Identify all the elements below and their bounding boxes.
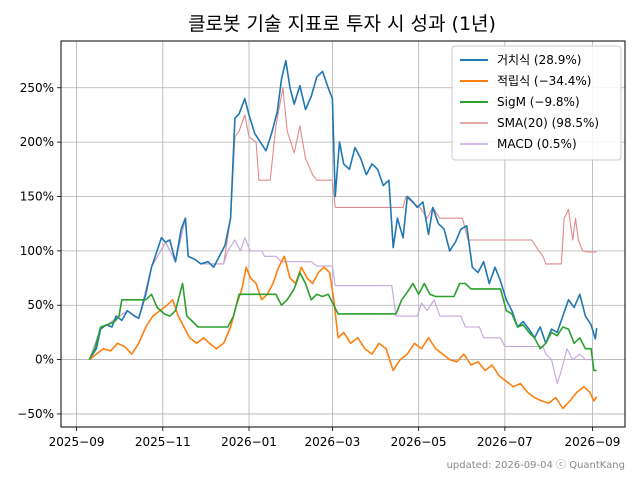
- series-line-1: [88, 255, 598, 410]
- x-tick-label: 2026−09: [565, 435, 621, 449]
- chart-title: 클로봇 기술 지표로 투자 시 성과 (1년): [188, 13, 496, 35]
- x-tick-label: 2026−01: [221, 435, 277, 449]
- y-tick-label: 50%: [27, 298, 54, 312]
- y-tick-label: 150%: [20, 189, 54, 203]
- y-axis: −50% 0% 50% 100% 150% 200% 250%: [17, 81, 61, 421]
- x-tick-label: 2025−09: [49, 435, 105, 449]
- legend-label: 적립식 (−34.4%): [497, 74, 591, 88]
- series-layer: [88, 59, 598, 410]
- x-tick-label: 2026−05: [391, 435, 447, 449]
- footer-credit: updated: 2026-09-04 ⓒ QuantKang: [447, 459, 625, 471]
- x-axis: 2025−09 2025−11 2026−01 2026−03 2026−05 2026−…: [49, 427, 621, 449]
- series-line-2: [88, 271, 597, 372]
- legend-label: SMA(20) (98.5%): [497, 116, 599, 130]
- y-tick-label: 100%: [20, 244, 54, 258]
- series-line-0: [88, 59, 598, 361]
- legend-label: MACD (0.5%): [497, 137, 577, 151]
- series-line-4: [88, 217, 597, 385]
- x-tick-label: 2025−11: [135, 435, 191, 449]
- legend-label: SigM (−9.8%): [497, 95, 580, 109]
- legend-box: [451, 45, 622, 161]
- y-tick-label: 0%: [35, 353, 54, 367]
- x-tick-label: 2026−03: [304, 435, 360, 449]
- plot-frame: [60, 40, 626, 428]
- legend-label: 거치식 (28.9%): [497, 53, 581, 67]
- y-tick-label: −50%: [17, 407, 54, 421]
- x-tick-label: 2026−07: [477, 435, 533, 449]
- y-tick-label: 200%: [20, 135, 54, 149]
- legend: 거치식 (28.9%) 적립식 (−34.4%) SigM (−9.8%) SMA(2…: [451, 45, 622, 161]
- y-tick-label: 250%: [20, 81, 54, 95]
